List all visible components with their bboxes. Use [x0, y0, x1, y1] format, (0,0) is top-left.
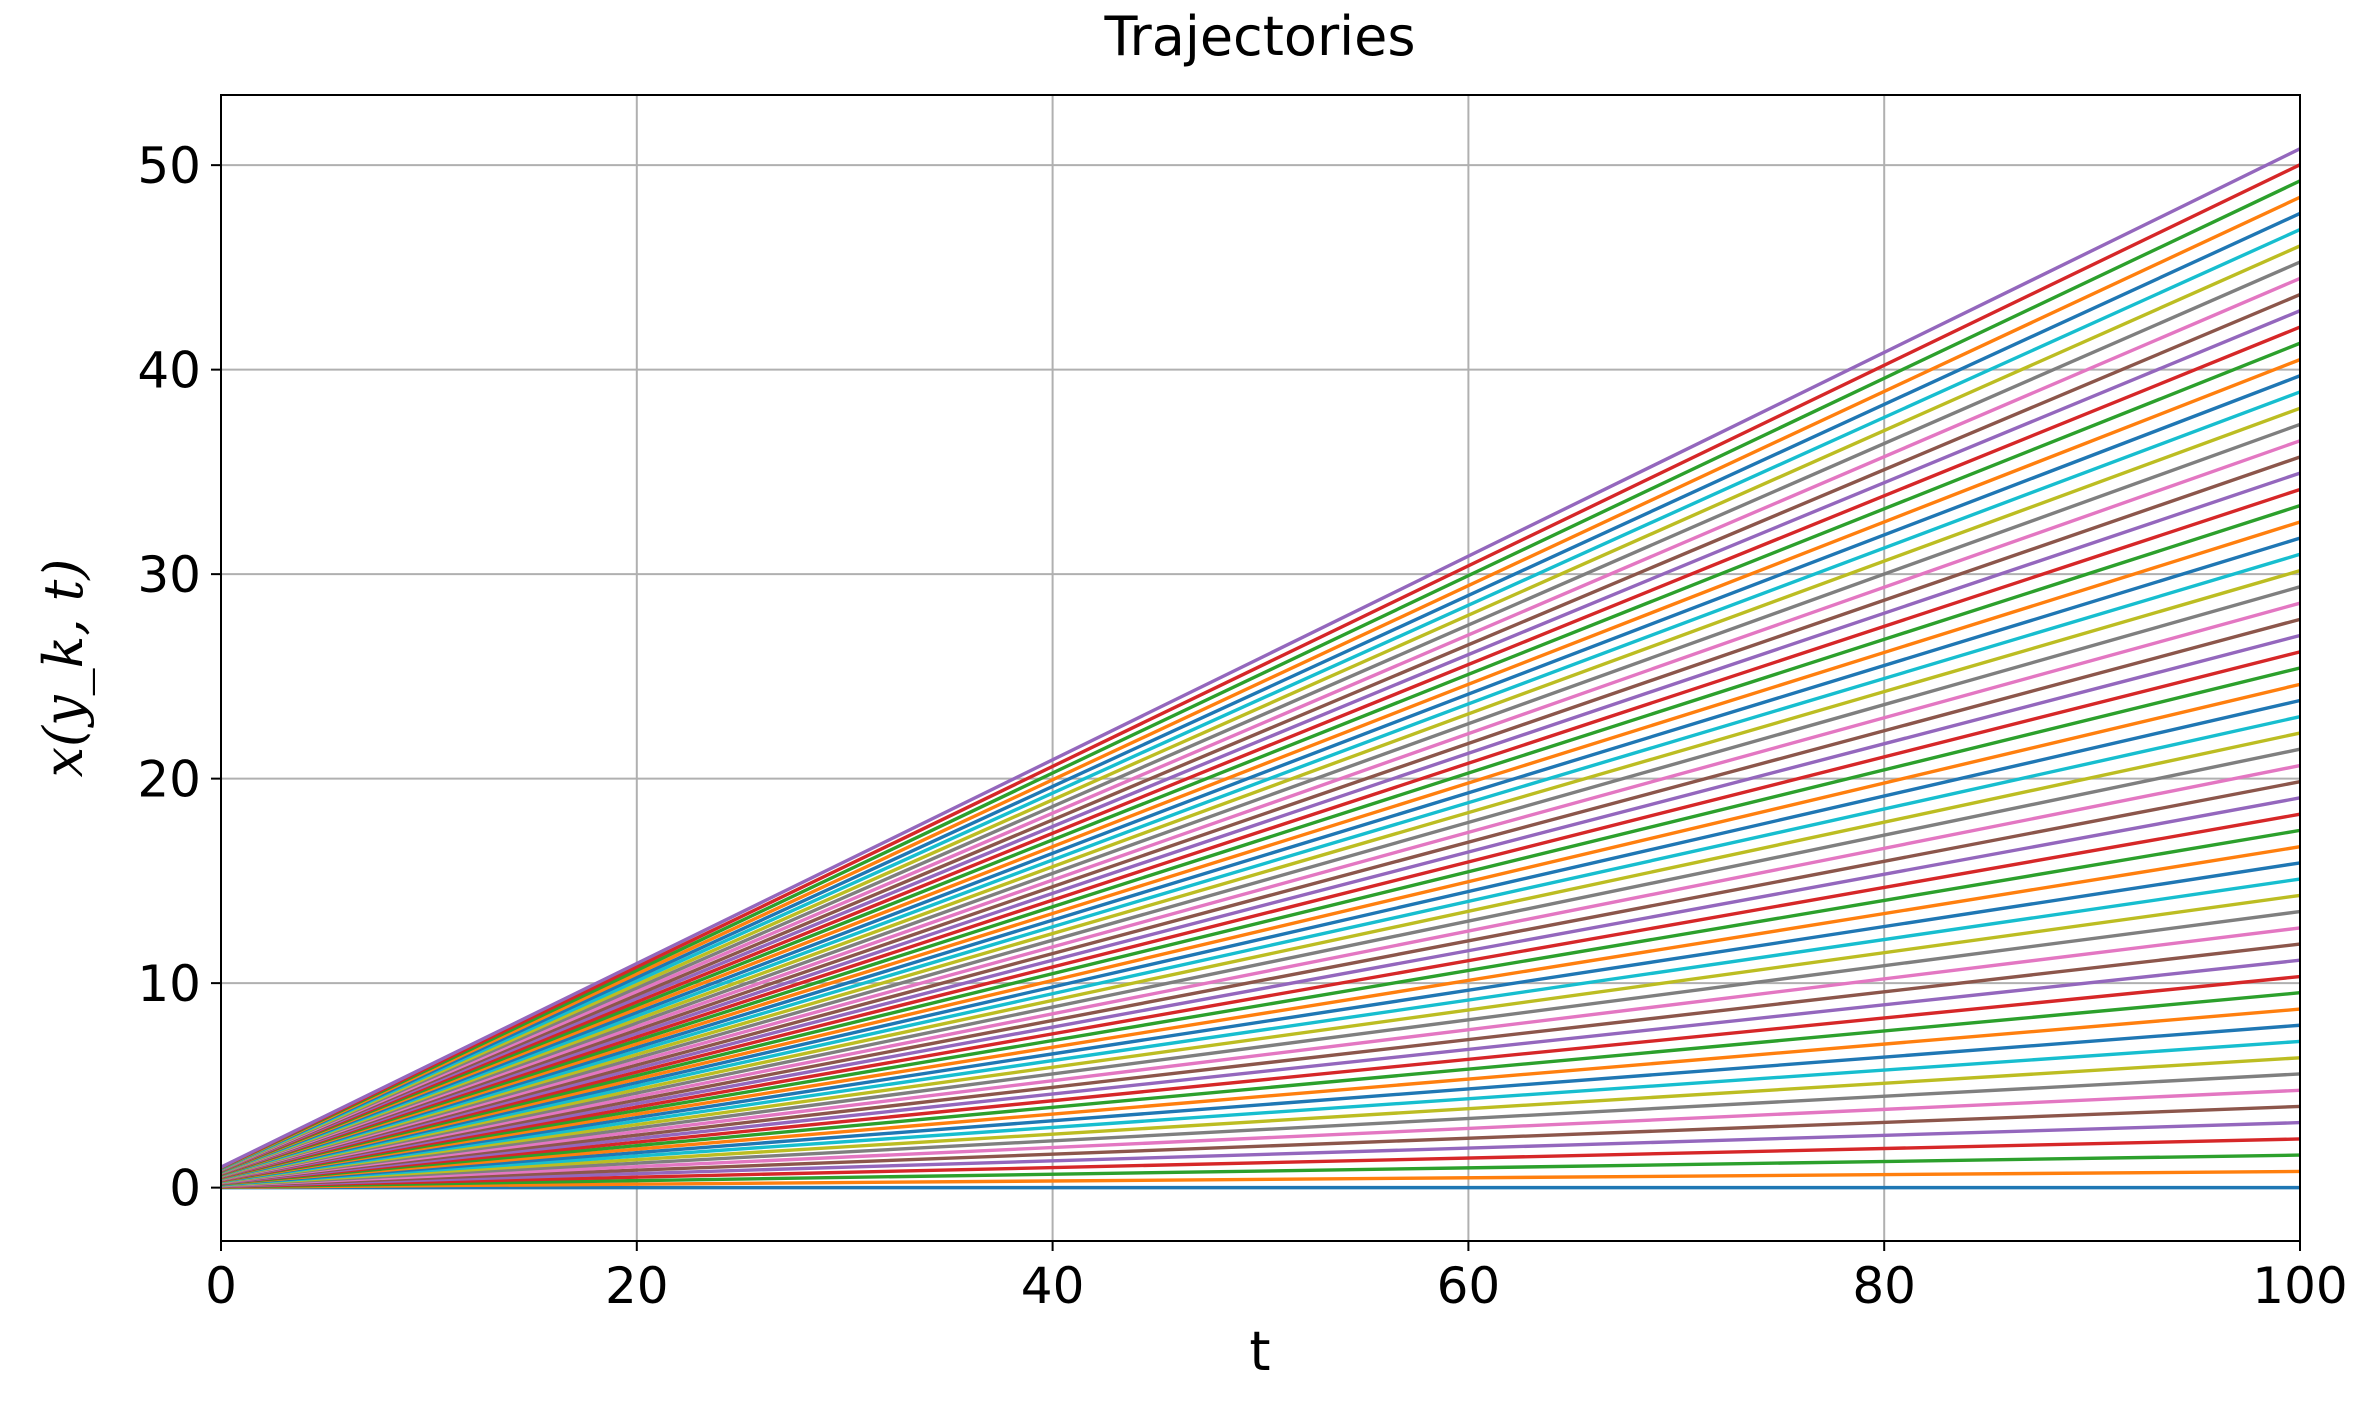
trajectory-line [220, 1120, 2301, 1189]
trajectory-line [220, 731, 2301, 1181]
trajectory-line [220, 601, 2301, 1178]
y-tick-label: 50 [137, 137, 201, 195]
x-tick-label: 80 [1852, 1257, 1916, 1315]
trajectory-line [220, 942, 2301, 1185]
trajectory-line [220, 1153, 2301, 1189]
trajectory-line [220, 698, 2301, 1180]
y-tick-label: 10 [137, 955, 201, 1013]
trajectory-line [220, 1169, 2301, 1189]
trajectory-line [220, 211, 2301, 1170]
trajectory-line [220, 1023, 2301, 1187]
trajectory-line [220, 991, 2301, 1186]
trajectory-line [220, 909, 2301, 1184]
trajectory-line [220, 812, 2301, 1182]
trajectory-line [220, 1072, 2301, 1188]
trajectory-line [220, 780, 2301, 1182]
x-tick-label: 20 [605, 1257, 669, 1315]
trajectory-line [220, 276, 2301, 1172]
trajectory-line [220, 147, 2301, 1169]
trajectory-line [220, 1104, 2301, 1188]
x-axis-label: t [1249, 1320, 1270, 1383]
trajectory-line [220, 325, 2301, 1173]
trajectory-line [220, 406, 2301, 1174]
trajectory-line [220, 487, 2301, 1176]
trajectory-line [220, 390, 2301, 1174]
trajectory-line [220, 163, 2301, 1170]
chart-title: Trajectories [1103, 5, 1415, 68]
trajectory-line [220, 471, 2301, 1176]
trajectory-line [220, 845, 2301, 1183]
trajectory-line [220, 747, 2301, 1181]
trajectory-line [220, 715, 2301, 1181]
trajectory-line [220, 1007, 2301, 1186]
y-tick-label: 20 [137, 751, 201, 809]
trajectory-line [220, 504, 2301, 1176]
trajectory-line [220, 633, 2301, 1179]
plot-frame [220, 94, 2301, 1242]
trajectory-line [220, 536, 2301, 1177]
trajectory-line [220, 861, 2301, 1183]
y-tick-label: 30 [137, 546, 201, 604]
x-tick-label: 60 [1437, 1257, 1501, 1315]
trajectory-line [220, 1088, 2301, 1188]
trajectory-line [220, 1056, 2301, 1187]
y-tick-label: 0 [169, 1160, 201, 1218]
trajectory-line [220, 1039, 2301, 1187]
trajectory-line [220, 1137, 2301, 1189]
y-tick-label: 40 [137, 342, 201, 400]
trajectory-line [220, 552, 2301, 1177]
trajectory-line [220, 179, 2301, 1170]
trajectory-line [220, 974, 2301, 1186]
trajectory-line [220, 520, 2301, 1177]
trajectory-line [220, 796, 2301, 1182]
trajectory-line [220, 958, 2301, 1185]
trajectory-line [220, 877, 2301, 1184]
x-tick-label: 0 [205, 1257, 237, 1315]
x-tick-label: 40 [1021, 1257, 1085, 1315]
trajectory-line [220, 439, 2301, 1175]
trajectory-line [220, 617, 2301, 1179]
trajectory-line [220, 455, 2301, 1175]
trajectory-line [220, 244, 2301, 1171]
trajectory-line [220, 585, 2301, 1178]
x-tick-label: 100 [2252, 1257, 2347, 1315]
trajectory-line [220, 650, 2301, 1179]
trajectory-line [220, 293, 2301, 1172]
trajectory-line [220, 228, 2301, 1171]
trajectory-line [220, 341, 2301, 1173]
trajectory-line [220, 893, 2301, 1184]
trajectory-line [220, 422, 2301, 1175]
trajectory-line [220, 828, 2301, 1183]
y-axis-label: x(y_k, t) [32, 559, 95, 778]
trajectory-line [220, 926, 2301, 1185]
trajectory-line [220, 666, 2301, 1180]
trajectory-line [220, 195, 2301, 1170]
trajectory-line [220, 358, 2301, 1173]
trajectory-line [220, 682, 2301, 1180]
trajectory-line [220, 763, 2301, 1181]
trajectory-line [220, 260, 2301, 1171]
trajectory-line [220, 374, 2301, 1174]
trajectory-line [220, 309, 2301, 1172]
trajectory-line [220, 569, 2301, 1178]
